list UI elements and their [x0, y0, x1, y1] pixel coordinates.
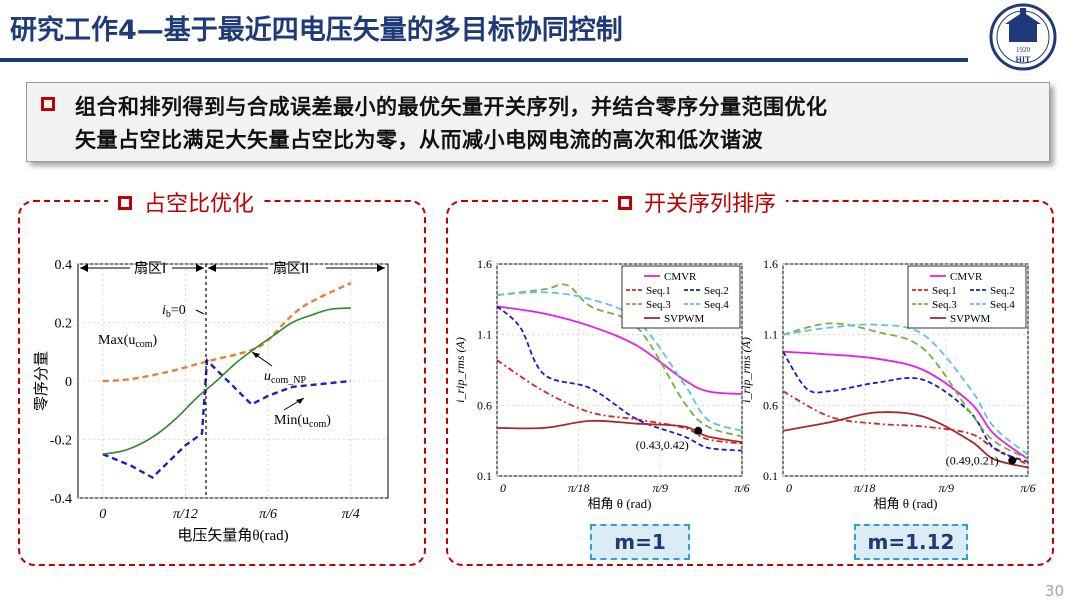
duty-cycle-title-text: 占空比优化 — [144, 192, 255, 217]
cmvr-curve — [782, 350, 1029, 460]
x-axis-label: 相角 θ (rad) — [588, 496, 652, 511]
seq3-curve — [782, 322, 1029, 460]
x-tick-label: π/9 — [939, 481, 954, 495]
left-x-axis-label: 电压矢量角θ(rad) — [177, 527, 288, 544]
x-tick-label: π/9 — [653, 481, 668, 495]
seq4-curve — [782, 323, 1029, 456]
x-tick-label: π/6 — [734, 481, 749, 495]
summary-line-2: 矢量占空比满足大矢量占空比为零，从而减小电网电流的高次和低次谐波 — [75, 128, 763, 152]
x-tick-label: π/4 — [342, 507, 360, 522]
y-tick-label: 0.4 — [55, 258, 73, 273]
y-tick-label: 0.6 — [477, 398, 492, 412]
seq2-curve — [782, 351, 1029, 463]
switching-sequence-title-text: 开关序列排序 — [644, 192, 777, 217]
x-tick-label: π/6 — [1020, 481, 1035, 495]
x-tick-label: π/18 — [568, 481, 589, 495]
legend-label: Seq.3 — [932, 299, 957, 311]
y-tick-label: 0.1 — [477, 469, 492, 483]
x-tick-label: 0 — [500, 481, 506, 495]
legend-label: Seq.2 — [704, 285, 729, 297]
sector1-label: 扇区I — [134, 261, 166, 277]
bullet-square-icon — [618, 196, 632, 210]
legend-label: CMVR — [950, 271, 983, 283]
switching-sequence-panel-title: 开关序列排序 — [608, 186, 787, 218]
legend-label: Seq.1 — [646, 285, 671, 297]
svpwm-curve — [496, 419, 743, 443]
ripple-chart-m1: 0.1 0.6 1.1 1.6 0 π/18 π/9 π/6 CMVR Seq.1 Seq.2 Seq… — [453, 257, 750, 511]
optimal-point-label: (0.49,0.21) — [946, 453, 999, 467]
seq2-curve — [496, 305, 743, 452]
ucom-np-label: ucom_NP — [264, 369, 306, 386]
svpwm-curve — [782, 411, 1029, 469]
bullet-square-icon — [41, 97, 55, 111]
bullet-square-icon — [118, 196, 132, 210]
legend-label: Seq.4 — [704, 299, 729, 311]
summary-box: 组合和排列得到与合成误差最小的最优矢量开关序列，并结合零序分量范围优化 矢量占空… — [26, 82, 1050, 162]
min-ucom-label: Min(ucom) — [274, 413, 331, 430]
y-tick-label: 0 — [65, 375, 72, 390]
y-tick-label: 0.2 — [55, 317, 73, 332]
optimal-point-marker — [694, 426, 703, 435]
legend-box — [621, 265, 741, 329]
university-logo: 1920 HIT — [989, 3, 1057, 71]
seq1-curve — [496, 359, 743, 445]
page-number: 30 — [1044, 582, 1064, 600]
legend-box — [907, 265, 1027, 329]
left-y-axis-label: 零序分量 — [33, 351, 50, 411]
y-tick-label: 1.6 — [477, 257, 492, 271]
seq3-curve — [496, 283, 743, 438]
legend-label: Seq.1 — [932, 285, 957, 297]
cmvr-curve — [496, 305, 743, 395]
x-axis-label: 相角 θ (rad) — [874, 496, 938, 511]
logo-letters: HIT — [1016, 55, 1031, 64]
x-tick-label: π/6 — [259, 507, 277, 522]
min-ucom-curve — [102, 357, 351, 479]
legend-label: Seq.3 — [646, 299, 671, 311]
summary-line-1: 组合和排列得到与合成误差最小的最优矢量开关序列，并结合零序分量范围优化 — [75, 95, 828, 119]
modulation-index-label-1: m=1 — [590, 524, 690, 560]
title-rule — [0, 58, 968, 62]
y-tick-label: 0.6 — [763, 398, 778, 412]
legend-label: CMVR — [664, 271, 697, 283]
ib-zero-label: ib=0 — [162, 303, 186, 320]
duty-cycle-panel-title: 占空比优化 — [108, 186, 265, 218]
y-tick-label: -0.2 — [50, 434, 72, 449]
modulation-index-label-2: m=1.12 — [854, 524, 968, 560]
legend-label: SVPWM — [950, 313, 991, 325]
slide-title: 研究工作4—基于最近四电压矢量的多目标协同控制 — [10, 15, 623, 46]
x-tick-label: π/12 — [173, 507, 198, 522]
x-tick-label: π/18 — [854, 481, 875, 495]
y-tick-label: 0.1 — [763, 469, 778, 483]
legend-label: SVPWM — [664, 313, 705, 325]
legend-label: Seq.4 — [990, 299, 1015, 311]
y-tick-label: 1.1 — [477, 328, 492, 342]
y-axis-label: i_rip_rms (A) — [453, 337, 467, 403]
ucom-np-curve — [102, 307, 351, 455]
y-axis-label: i_rip_rms (A) — [739, 337, 753, 403]
sector2-label: 扇区II — [273, 261, 309, 277]
ripple-chart-m112: 0.1 0.6 1.1 1.6 0 π/18 π/9 π/6 CMVR Seq.1 Seq.2 Seq… — [739, 257, 1036, 511]
logo-year: 1920 — [1016, 46, 1031, 54]
y-tick-label: -0.4 — [50, 492, 72, 507]
legend-label: Seq.2 — [990, 285, 1015, 297]
optimal-point-label: (0.43,0.42) — [636, 438, 689, 452]
zero-sequence-chart: -0.4 -0.2 0 0.2 0.4 0 π/12 π/6 π/4 扇区I 扇区II ib=0… — [33, 258, 389, 544]
x-tick-label: 0 — [99, 507, 106, 522]
y-tick-label: 1.1 — [763, 328, 778, 342]
y-tick-label: 1.6 — [763, 257, 778, 271]
x-tick-label: 0 — [786, 481, 792, 495]
optimal-point-marker — [1008, 456, 1017, 465]
max-ucom-label: Max(ucom) — [98, 333, 158, 350]
